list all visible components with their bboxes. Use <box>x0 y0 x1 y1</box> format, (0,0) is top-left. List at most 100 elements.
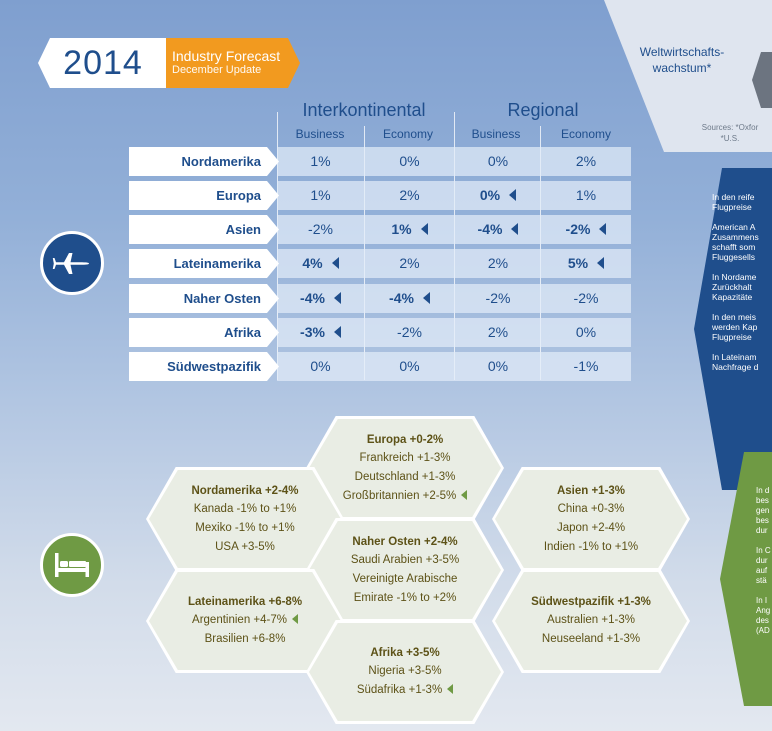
row-background <box>277 147 631 176</box>
forecast-value: -2% <box>485 290 511 306</box>
region-label: Lateinamerika <box>129 249 279 278</box>
forecast-cell: 0% <box>277 352 364 381</box>
forecast-value: 0% <box>575 324 597 340</box>
forecast-value: -2% <box>565 221 591 237</box>
forecast-cell: -4% <box>364 284 455 313</box>
forecast-value: -1% <box>573 358 599 374</box>
note-line: dur <box>756 556 768 565</box>
change-arrow-icon <box>422 292 430 304</box>
hotel-hex-suedwestpazifik: Südwestpazifik +1-3% Australien +1-3% Neus… <box>492 569 690 673</box>
forecast-value: -2% <box>573 290 599 306</box>
hotel-hex-content: Lateinamerika +6-8% Argentinien +4-7% Bras… <box>149 572 341 670</box>
hotel-country-text: Deutschland +1-3% <box>354 470 456 483</box>
hotel-country-text: Frankreich +1-3% <box>359 451 451 464</box>
hotel-region-title: Südwestpazifik +1-3% <box>531 596 651 608</box>
hotel-country-line: Argentinien +4-7% <box>192 611 298 630</box>
forecast-value: 0% <box>399 358 420 374</box>
badge-title: Industry Forecast <box>172 48 281 64</box>
group-header-interkontinental: Interkontinental <box>302 100 426 120</box>
forecast-cell: -2% <box>455 284 541 313</box>
air-notes-text: In den reife Flugpreise American A Zusammen… <box>712 192 772 382</box>
hotel-region-title: Lateinamerika +6-8% <box>187 596 303 608</box>
forecast-cell: -3% <box>277 318 364 347</box>
forecast-cell: 4% <box>277 249 364 278</box>
note-line: des <box>756 616 769 625</box>
forecast-value: -3% <box>300 324 325 340</box>
table-row: Lateinamerika 4% 2% 2% 5% <box>129 249 631 278</box>
forecast-value: 4% <box>302 255 323 271</box>
subheader-economy-regional: Economy <box>560 127 612 141</box>
forecast-value: 2% <box>399 187 420 203</box>
hotel-country-text: Nigeria +3-5% <box>368 665 442 677</box>
table-row: Europa 1% 2% 0% 1% <box>129 181 631 210</box>
forecast-cell: 5% <box>541 249 631 278</box>
column-divider <box>277 112 278 380</box>
forecast-value: -4% <box>477 221 503 237</box>
column-divider <box>454 112 455 380</box>
hotel-hex-content: Nordamerika +2-4% Kanada -1% to +1% Mexiko… <box>149 470 341 568</box>
forecast-value: 2% <box>399 255 420 271</box>
hotel-country-line: Australien +1-3% <box>547 611 635 630</box>
hotel-country-text: Vereinigte Arabische <box>352 572 458 585</box>
forecast-cell: 0% <box>364 147 455 176</box>
region-label: Europa <box>129 181 279 210</box>
change-arrow-icon <box>331 257 339 269</box>
hotel-country-line: Japon +2-4% <box>557 519 625 538</box>
hotel-country-line: Mexiko -1% to +1% <box>195 519 294 538</box>
forecast-cell: -2% <box>541 215 631 244</box>
sources-line-1: Sources: *Oxfor <box>701 123 759 132</box>
hotel-region-title: Afrika +3-5% <box>370 647 440 659</box>
note-paragraph: In den reife Flugpreise <box>712 192 772 212</box>
group-header-regional: Regional <box>507 100 579 120</box>
forecast-value: 2% <box>575 153 597 169</box>
hotel-country-text: Großbritannien +2-5% <box>342 489 457 502</box>
hotel-country-text: Südafrika +1-3% <box>356 684 443 696</box>
forecast-value: 1% <box>391 221 412 237</box>
change-arrow-icon <box>333 326 341 338</box>
hotel-country-text: Saudi Arabien +3-5% <box>350 553 460 566</box>
change-arrow-icon <box>461 489 468 500</box>
table-row: Naher Osten -4% -4% -2% -2% <box>129 284 631 313</box>
note-line: Zusammens <box>712 232 759 242</box>
note-line: Fluggesells <box>712 252 755 262</box>
forecast-value: 5% <box>567 255 589 271</box>
hotel-country-text: Japon +2-4% <box>556 521 626 534</box>
hotel-country-line: Indien -1% to +1% <box>544 538 638 557</box>
region-label: Südwestpazifik <box>129 352 279 381</box>
hotel-hex-content: Afrika +3-5% Nigeria +3-5% Südafrika +1-3% <box>309 623 501 721</box>
hotel-country-text: Kanada -1% to +1% <box>193 502 297 515</box>
change-arrow-icon <box>333 292 341 304</box>
hotel-hex-content: Asien +1-3% China +0-3% Japon +2-4% Indien … <box>495 470 687 568</box>
region-label: Naher Osten <box>129 284 279 313</box>
note-line: Nachfrage d <box>712 362 759 372</box>
forecast-cell: 2% <box>364 181 455 210</box>
forecast-cell: -4% <box>277 284 364 313</box>
forecast-value: 0% <box>479 187 501 203</box>
hotel-country-line: Vereinigte Arabische <box>353 570 458 589</box>
note-paragraph: In d bes gen bes dur <box>756 486 772 536</box>
forecast-cell: 0% <box>455 147 541 176</box>
forecast-value: 1% <box>310 187 331 203</box>
hotel-country-line: China +0-3% <box>558 500 625 519</box>
note-line: bes <box>756 496 769 505</box>
hotel-hex-content: Südwestpazifik +1-3% Australien +1-3% Neus… <box>495 572 687 670</box>
change-arrow-icon <box>447 684 454 694</box>
change-arrow-icon <box>509 189 517 201</box>
world-growth-label: Weltwirtschafts-wachstum* <box>639 45 725 75</box>
forecast-value: -4% <box>389 290 414 306</box>
hotel-region-title: Europa +0-2% <box>366 433 444 446</box>
forecast-value: 2% <box>487 324 509 340</box>
note-line: auf <box>756 566 768 575</box>
forecast-value: -2% <box>308 221 333 237</box>
forecast-cell: 0% <box>455 352 541 381</box>
airplane-icon <box>40 231 104 295</box>
sources-line-2: *U.S. <box>720 134 740 143</box>
note-line: Ang <box>756 606 771 615</box>
note-line: werden Kap <box>712 322 758 332</box>
hotel-country-text: Emirate -1% to +2% <box>353 591 457 604</box>
table-row: Südwestpazifik 0% 0% 0% -1% <box>129 352 631 381</box>
hotel-country-line: Großbritannien +2-5% <box>342 487 468 506</box>
note-line: schafft som <box>712 242 756 252</box>
